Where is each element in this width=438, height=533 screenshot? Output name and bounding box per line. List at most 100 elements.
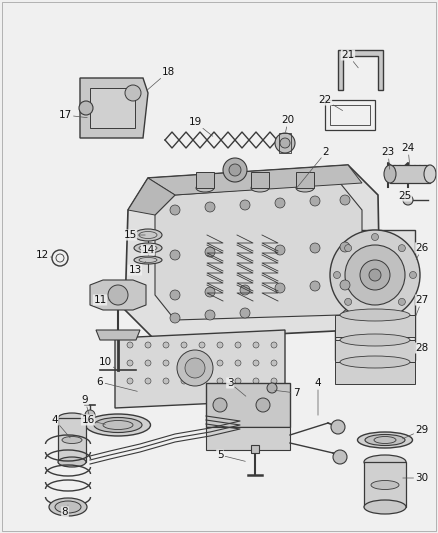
Circle shape: [333, 450, 347, 464]
Text: 2: 2: [297, 147, 329, 188]
Ellipse shape: [296, 184, 314, 192]
Ellipse shape: [371, 481, 399, 489]
Circle shape: [217, 360, 223, 366]
Circle shape: [360, 260, 390, 290]
Text: 22: 22: [318, 95, 343, 110]
Text: 10: 10: [99, 357, 116, 368]
Ellipse shape: [251, 184, 269, 192]
Polygon shape: [148, 165, 362, 195]
Text: 4: 4: [52, 415, 70, 438]
Ellipse shape: [55, 501, 81, 513]
Text: 20: 20: [282, 115, 295, 132]
Bar: [251, 172, 269, 188]
Text: 9: 9: [82, 395, 89, 415]
Text: 30: 30: [403, 473, 428, 483]
Circle shape: [213, 398, 227, 412]
Circle shape: [369, 269, 381, 281]
Circle shape: [399, 298, 406, 305]
Polygon shape: [155, 183, 362, 320]
Circle shape: [275, 283, 285, 293]
Polygon shape: [335, 340, 415, 362]
Ellipse shape: [365, 434, 405, 446]
Circle shape: [229, 164, 241, 176]
Ellipse shape: [340, 334, 410, 346]
Circle shape: [271, 342, 277, 348]
Circle shape: [181, 360, 187, 366]
Ellipse shape: [58, 413, 86, 423]
Text: 4: 4: [314, 378, 321, 415]
Circle shape: [235, 378, 241, 384]
Text: 6: 6: [97, 377, 137, 391]
Ellipse shape: [58, 457, 86, 467]
Circle shape: [145, 378, 151, 384]
Circle shape: [235, 360, 241, 366]
Circle shape: [340, 242, 350, 252]
Text: 19: 19: [188, 117, 213, 136]
Circle shape: [125, 85, 141, 101]
Polygon shape: [338, 50, 383, 90]
Circle shape: [79, 101, 93, 115]
Text: 26: 26: [415, 243, 429, 260]
Ellipse shape: [340, 309, 410, 321]
Circle shape: [145, 360, 151, 366]
Circle shape: [340, 280, 350, 290]
Ellipse shape: [340, 356, 410, 368]
Bar: [251, 445, 259, 453]
Circle shape: [181, 342, 187, 348]
Circle shape: [253, 342, 259, 348]
Circle shape: [170, 250, 180, 260]
Ellipse shape: [49, 498, 87, 516]
Polygon shape: [206, 383, 290, 427]
Text: 12: 12: [35, 250, 52, 260]
Circle shape: [170, 205, 180, 215]
Circle shape: [333, 271, 340, 279]
Text: 3: 3: [227, 378, 246, 396]
Text: 27: 27: [415, 295, 429, 316]
Ellipse shape: [364, 500, 406, 514]
Circle shape: [240, 200, 250, 210]
Polygon shape: [206, 427, 290, 450]
Bar: [390, 165, 430, 183]
Text: 16: 16: [81, 415, 105, 425]
Polygon shape: [335, 362, 415, 384]
Circle shape: [371, 233, 378, 240]
Circle shape: [145, 342, 151, 348]
Text: 8: 8: [62, 505, 68, 517]
Polygon shape: [115, 330, 285, 408]
Text: 17: 17: [58, 110, 87, 120]
Bar: [279, 133, 291, 153]
Ellipse shape: [364, 455, 406, 469]
Circle shape: [163, 378, 169, 384]
Circle shape: [340, 195, 350, 205]
Circle shape: [253, 360, 259, 366]
Circle shape: [199, 342, 205, 348]
Circle shape: [108, 285, 128, 305]
Circle shape: [330, 230, 420, 320]
Circle shape: [127, 342, 133, 348]
Circle shape: [199, 360, 205, 366]
Circle shape: [280, 138, 290, 148]
Ellipse shape: [134, 256, 162, 264]
Circle shape: [217, 342, 223, 348]
Circle shape: [240, 308, 250, 318]
Circle shape: [331, 420, 345, 434]
Polygon shape: [125, 165, 380, 340]
Text: 5: 5: [217, 450, 245, 462]
Circle shape: [240, 285, 250, 295]
Ellipse shape: [94, 417, 142, 432]
Circle shape: [205, 247, 215, 257]
Circle shape: [410, 271, 417, 279]
Circle shape: [170, 313, 180, 323]
Circle shape: [127, 378, 133, 384]
Circle shape: [275, 133, 295, 153]
Circle shape: [253, 378, 259, 384]
Ellipse shape: [424, 165, 436, 183]
Ellipse shape: [384, 165, 396, 183]
Polygon shape: [80, 78, 148, 138]
Bar: [296, 172, 314, 188]
Circle shape: [205, 287, 215, 297]
Circle shape: [163, 360, 169, 366]
Circle shape: [205, 310, 215, 320]
Circle shape: [267, 383, 277, 393]
Polygon shape: [335, 230, 415, 360]
